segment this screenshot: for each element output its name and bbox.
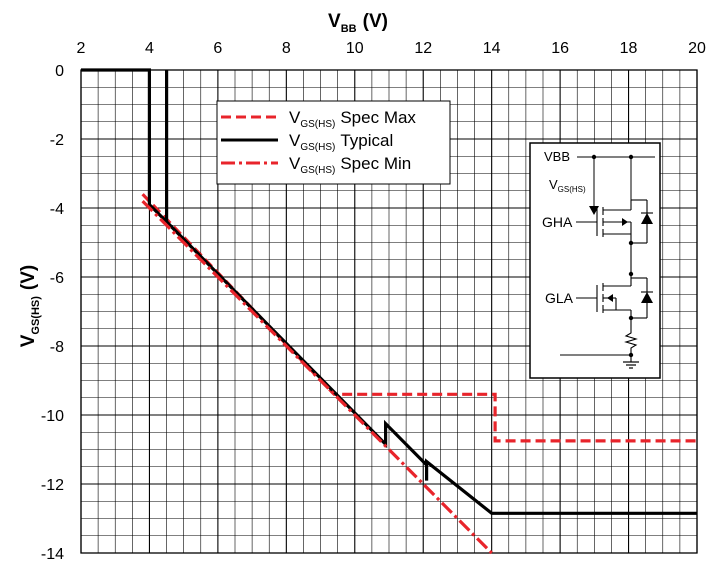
source-junction-dot	[628, 315, 634, 321]
x-tick-label: 18	[620, 40, 638, 57]
y-tick-label: -14	[41, 546, 64, 562]
x-tick-label: 12	[414, 40, 432, 57]
inset-label-gha: GHA	[542, 214, 573, 230]
ground-junction-dot	[628, 352, 634, 358]
series-line-spec-min	[141, 199, 493, 555]
inset-label-vgs: VGS(HS)	[549, 177, 586, 194]
vbb-junction-dot-2	[628, 154, 634, 160]
legend-box	[216, 100, 451, 185]
low-side-diode-icon	[641, 292, 653, 303]
x-tick-label: 20	[688, 40, 706, 57]
mid-junction-dot	[628, 240, 634, 246]
vbb-junction-dot	[591, 154, 597, 160]
schematic-box	[529, 142, 661, 379]
y-tick-label: -12	[41, 477, 64, 494]
switch-node-dot	[628, 271, 634, 277]
y-tick-label: -10	[41, 408, 64, 425]
y-tick-label: 0	[55, 63, 64, 80]
legend: VGS(HS) Spec Max VGS(HS) Typical VGS(HS) Sp…	[216, 100, 451, 185]
legend-label-spec-min: VGS(HS) Spec Min	[289, 154, 411, 176]
vbb-wire	[577, 156, 655, 206]
x-tick-label: 16	[551, 40, 569, 57]
legend-label-typical: VGS(HS) Typical	[289, 131, 393, 153]
x-tick-label: 14	[483, 40, 501, 57]
x-tick-label: 2	[77, 40, 86, 57]
y-tick-label: -2	[50, 132, 64, 149]
y-tick-label: -6	[50, 270, 64, 287]
inset-label-vbb: VBB	[544, 149, 570, 164]
plot-frame	[80, 69, 698, 554]
sense-resistor-icon	[624, 330, 638, 352]
y-tick-label: -8	[50, 339, 64, 356]
x-axis-title: VBB (V)	[328, 11, 388, 35]
y-axis-title: VGS(HS)(V)	[18, 265, 42, 348]
high-side-diode-icon	[641, 213, 653, 224]
high-side-body-arrow-icon	[622, 218, 628, 226]
vgs-arrow-icon	[589, 206, 599, 215]
inset-label-gla: GLA	[545, 290, 574, 306]
series-layer	[81, 68, 697, 555]
x-tick-label: 6	[213, 40, 222, 57]
y-tick-label: -4	[50, 201, 64, 218]
x-tick-label: 8	[282, 40, 291, 57]
schematic-inset: VBB VGS(HS) GHA	[529, 142, 661, 379]
low-side-body-arrow-icon	[607, 294, 613, 302]
x-tick-label: 10	[346, 40, 364, 57]
ground-icon	[623, 361, 639, 369]
tick-labels: 2 4 6 8 10 12 14 16 18 20 0 -2 -4 -6 -8 -10 -12 -14	[41, 40, 706, 562]
x-tick-label: 4	[145, 40, 154, 57]
legend-label-spec-max: VGS(HS) Spec Max	[289, 108, 416, 130]
